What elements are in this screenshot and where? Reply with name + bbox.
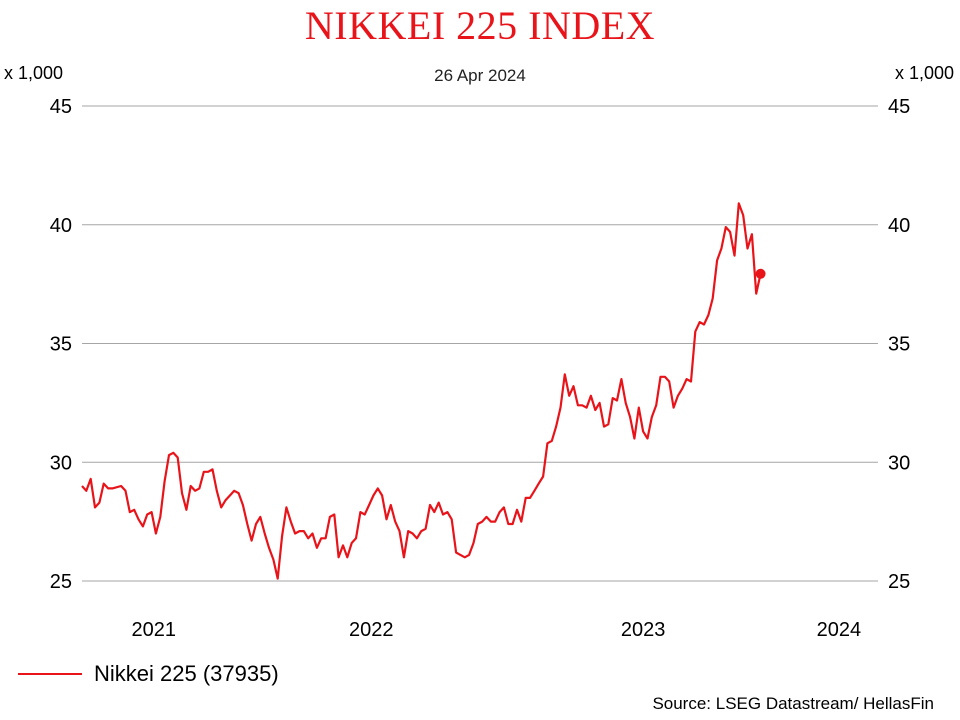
x-tick-2023: 2023 [621, 619, 666, 641]
y-tick-right-45: 45 [888, 96, 910, 118]
y-axis-left-ticks: 45 40 35 30 25 [50, 96, 72, 593]
chart-title: NIKKEI 225 INDEX [304, 3, 656, 48]
y-axis-right-ticks: 45 40 35 30 25 [888, 96, 910, 593]
source-note: Source: LSEG Datastream/ HellasFin [652, 694, 934, 713]
y-tick-left-25: 25 [50, 571, 72, 593]
last-value-marker [755, 268, 766, 279]
x-tick-2021: 2021 [132, 619, 177, 641]
y-tick-right-35: 35 [888, 334, 910, 356]
y-unit-right: x 1,000 [894, 63, 954, 83]
series-line-0 [81, 202, 762, 580]
y-tick-left-35: 35 [50, 334, 72, 356]
grid-lines [82, 105, 878, 582]
x-tick-2024: 2024 [817, 619, 862, 641]
y-tick-left-45: 45 [50, 96, 72, 118]
y-unit-left: x 1,000 [4, 63, 64, 83]
series-group [81, 202, 766, 580]
y-tick-right-25: 25 [888, 571, 910, 593]
legend-swatch-line [18, 673, 82, 675]
chart-subtitle: 26 Apr 2024 [434, 66, 526, 85]
y-tick-right-30: 30 [888, 452, 910, 474]
y-tick-left-40: 40 [50, 215, 72, 237]
x-axis-ticks: 2021 2022 2023 2024 [132, 619, 862, 641]
legend: Nikkei 225 (37935) [18, 661, 279, 687]
y-tick-right-40: 40 [888, 215, 910, 237]
legend-label: Nikkei 225 (37935) [94, 661, 279, 686]
x-tick-2022: 2022 [349, 619, 394, 641]
y-tick-left-30: 30 [50, 452, 72, 474]
